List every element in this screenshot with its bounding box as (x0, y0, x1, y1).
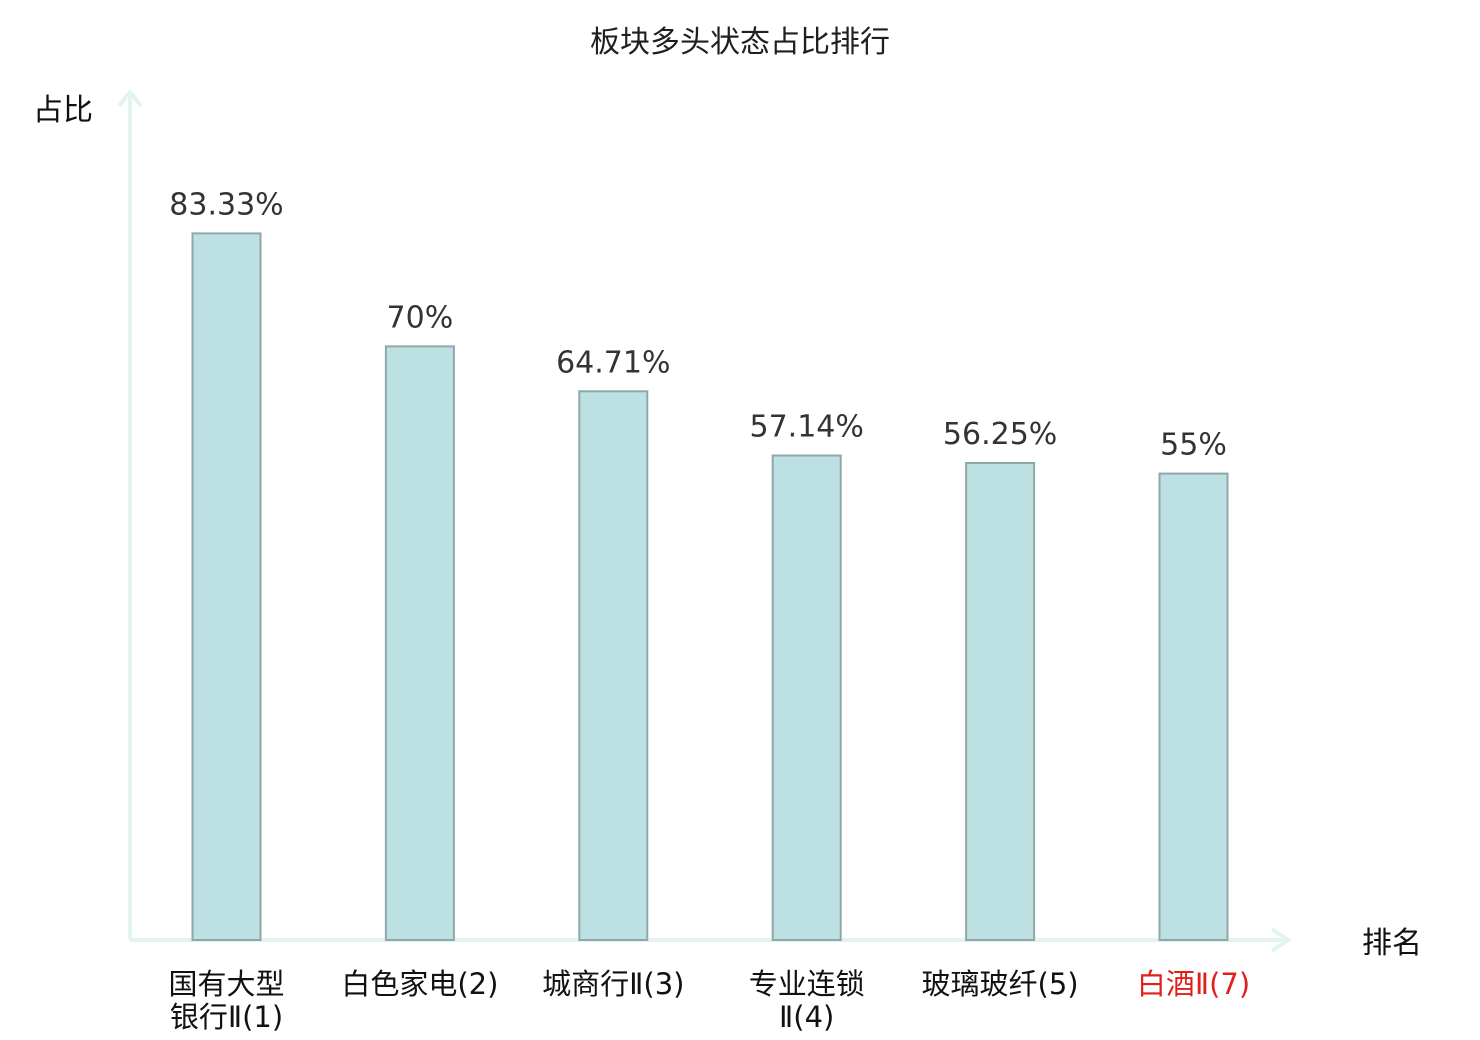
x-tick-label: 城商行Ⅱ(3) (542, 967, 684, 1001)
bar (384, 345, 455, 941)
data-label: 70% (387, 300, 454, 335)
data-label: 55% (1160, 428, 1227, 463)
x-tick-label: 专业连锁 (749, 967, 865, 1001)
y-axis (117, 88, 143, 940)
x-tick-label: 国有大型 (168, 967, 284, 1001)
data-label: 64.71% (556, 345, 670, 380)
value-labels-group: 83.33% 70% 64.71% 57.14% 56.25% 55% (169, 187, 1227, 462)
bar (771, 454, 842, 941)
x-axis-title: 排名 (1362, 926, 1422, 961)
bar (965, 462, 1036, 941)
data-label: 83.33% (169, 187, 283, 222)
y-axis-title: 占比 (33, 93, 93, 128)
bar (191, 232, 262, 941)
chart-title: 板块多头状态占比排行 (590, 25, 890, 60)
x-axis (130, 927, 1292, 953)
data-label: 56.25% (943, 417, 1057, 452)
data-label: 57.14% (750, 410, 864, 445)
x-tick-label: 白酒Ⅱ(7) (1137, 967, 1250, 1001)
x-tick-label: 玻璃玻纤(5) (922, 967, 1079, 1001)
bars-group (191, 232, 1229, 941)
x-tick-label: 白色家电(2) (341, 967, 498, 1001)
x-tick-label: Ⅱ(4) (779, 1000, 834, 1034)
x-tick-label: 银行Ⅱ(1) (170, 1000, 283, 1034)
bar (1158, 472, 1229, 941)
bar (578, 390, 649, 941)
